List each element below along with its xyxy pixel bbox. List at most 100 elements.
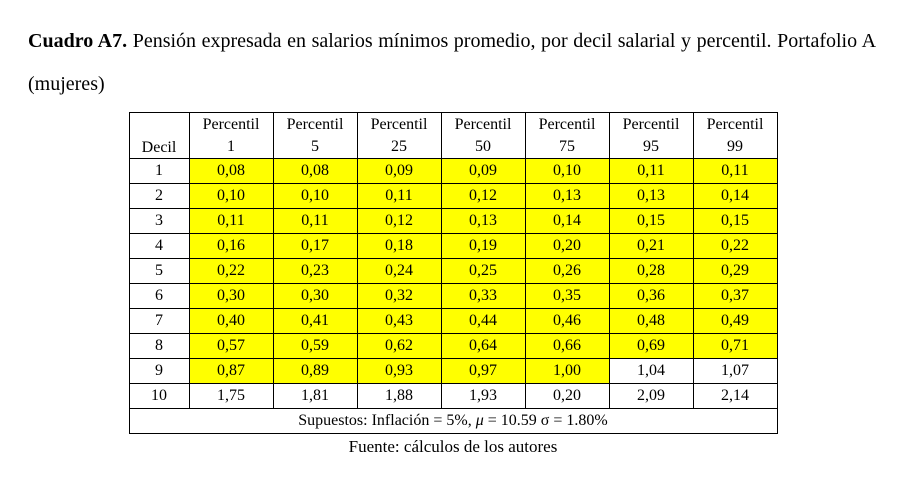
table-row: 2 0,10 0,10 0,11 0,12 0,13 0,13 0,14: [128, 183, 778, 210]
table-row: 3 0,11 0,11 0,12 0,13 0,14 0,15 0,15: [128, 208, 778, 235]
value-cell: 0,49: [692, 308, 778, 335]
percentil-column-header: Percentil 95: [608, 111, 694, 160]
value-cell: 0,11: [188, 208, 274, 235]
value-cell: 0,11: [272, 208, 358, 235]
value-cell: 0,22: [188, 258, 274, 285]
pension-table: Decil Percentil 1 Percentil 5 Percentil 25 Per…: [128, 111, 778, 435]
value-cell: 0,64: [440, 333, 526, 360]
percentil-column-header: Percentil 25: [356, 111, 442, 160]
value-cell: 0,14: [692, 183, 778, 210]
decil-cell: 6: [128, 283, 190, 310]
value-cell: 0,21: [608, 233, 694, 260]
value-cell: 0,28: [608, 258, 694, 285]
decil-cell: 7: [128, 308, 190, 335]
decil-cell: 8: [128, 333, 190, 360]
value-cell: 0,89: [272, 358, 358, 385]
value-cell: 0,24: [356, 258, 442, 285]
table-body: 1 0,08 0,08 0,09 0,09 0,10 0,11 0,11 2 0,10 0,10 0,…: [128, 158, 778, 410]
value-cell: 0,09: [356, 158, 442, 185]
table-row: 10 1,75 1,81 1,88 1,93 0,20 2,09 2,14: [128, 383, 778, 410]
value-cell: 1,93: [440, 383, 526, 410]
value-cell: 0,08: [272, 158, 358, 185]
assumptions-prefix: Supuestos: Inflación = 5%,: [298, 412, 476, 430]
table-caption-text: Pensión expresada en salarios mínimos pr…: [28, 30, 877, 95]
footer-row: Supuestos: Inflación = 5%, μ = 10.59 σ =…: [128, 408, 778, 435]
source-note: Fuente: cálculos de los autores: [348, 437, 558, 457]
value-cell: 0,46: [524, 308, 610, 335]
value-cell: 0,13: [608, 183, 694, 210]
value-cell: 0,59: [272, 333, 358, 360]
value-cell: 0,66: [524, 333, 610, 360]
table-caption: Cuadro A7. Pensión expresada en salarios…: [28, 20, 876, 106]
value-cell: 0,30: [272, 283, 358, 310]
value-cell: 0,16: [188, 233, 274, 260]
table-row: 6 0,30 0,30 0,32 0,33 0,35 0,36 0,37: [128, 283, 778, 310]
value-cell: 0,43: [356, 308, 442, 335]
value-cell: 0,25: [440, 258, 526, 285]
value-cell: 1,04: [608, 358, 694, 385]
value-cell: 0,08: [188, 158, 274, 185]
table-row: 1 0,08 0,08 0,09 0,09 0,10 0,11 0,11: [128, 158, 778, 185]
decil-cell: 1: [128, 158, 190, 185]
percentil-column-header: Percentil 50: [440, 111, 526, 160]
decil-cell: 4: [128, 233, 190, 260]
value-cell: 2,14: [692, 383, 778, 410]
value-cell: 0,87: [188, 358, 274, 385]
table-footer: Supuestos: Inflación = 5%, μ = 10.59 σ =…: [128, 408, 778, 435]
mu-symbol: μ: [475, 412, 484, 430]
assumptions-cell: Supuestos: Inflación = 5%, μ = 10.59 σ =…: [128, 408, 778, 435]
value-cell: 0,26: [524, 258, 610, 285]
value-cell: 0,19: [440, 233, 526, 260]
value-cell: 0,13: [440, 208, 526, 235]
value-cell: 0,69: [608, 333, 694, 360]
table-caption-label: Cuadro A7.: [28, 30, 128, 52]
value-cell: 0,15: [608, 208, 694, 235]
value-cell: 0,41: [272, 308, 358, 335]
value-cell: 0,10: [272, 183, 358, 210]
value-cell: 1,00: [524, 358, 610, 385]
value-cell: 1,07: [692, 358, 778, 385]
percentil-column-header: Percentil 5: [272, 111, 358, 160]
value-cell: 0,20: [524, 383, 610, 410]
value-cell: 0,11: [356, 183, 442, 210]
value-cell: 0,13: [524, 183, 610, 210]
value-cell: 0,09: [440, 158, 526, 185]
value-cell: 0,30: [188, 283, 274, 310]
value-cell: 0,97: [440, 358, 526, 385]
value-cell: 0,48: [608, 308, 694, 335]
value-cell: 0,57: [188, 333, 274, 360]
value-cell: 0,40: [188, 308, 274, 335]
value-cell: 2,09: [608, 383, 694, 410]
table-row: 5 0,22 0,23 0,24 0,25 0,26 0,28 0,29: [128, 258, 778, 285]
value-cell: 0,29: [692, 258, 778, 285]
value-cell: 1,81: [272, 383, 358, 410]
value-cell: 1,75: [188, 383, 274, 410]
value-cell: 0,10: [188, 183, 274, 210]
value-cell: 0,71: [692, 333, 778, 360]
value-cell: 0,10: [524, 158, 610, 185]
value-cell: 0,12: [356, 208, 442, 235]
header-row: Decil Percentil 1 Percentil 5 Percentil 25 Per…: [128, 111, 778, 160]
percentil-column-header: Percentil 99: [692, 111, 778, 160]
percentil-column-header: Percentil 75: [524, 111, 610, 160]
value-cell: 0,22: [692, 233, 778, 260]
decil-cell: 5: [128, 258, 190, 285]
decil-cell: 2: [128, 183, 190, 210]
value-cell: 1,88: [356, 383, 442, 410]
value-cell: 0,17: [272, 233, 358, 260]
decil-cell: 10: [128, 383, 190, 410]
value-cell: 0,20: [524, 233, 610, 260]
value-cell: 0,36: [608, 283, 694, 310]
table-row: 8 0,57 0,59 0,62 0,64 0,66 0,69 0,71: [128, 333, 778, 360]
decil-cell: 3: [128, 208, 190, 235]
value-cell: 0,14: [524, 208, 610, 235]
assumptions-rest: = 10.59 σ = 1.80%: [483, 412, 608, 430]
value-cell: 0,11: [608, 158, 694, 185]
value-cell: 0,35: [524, 283, 610, 310]
value-cell: 0,37: [692, 283, 778, 310]
table-header: Decil Percentil 1 Percentil 5 Percentil 25 Per…: [128, 111, 778, 160]
value-cell: 0,11: [692, 158, 778, 185]
percentil-column-header: Percentil 1: [188, 111, 274, 160]
decil-column-header: Decil: [128, 111, 190, 160]
